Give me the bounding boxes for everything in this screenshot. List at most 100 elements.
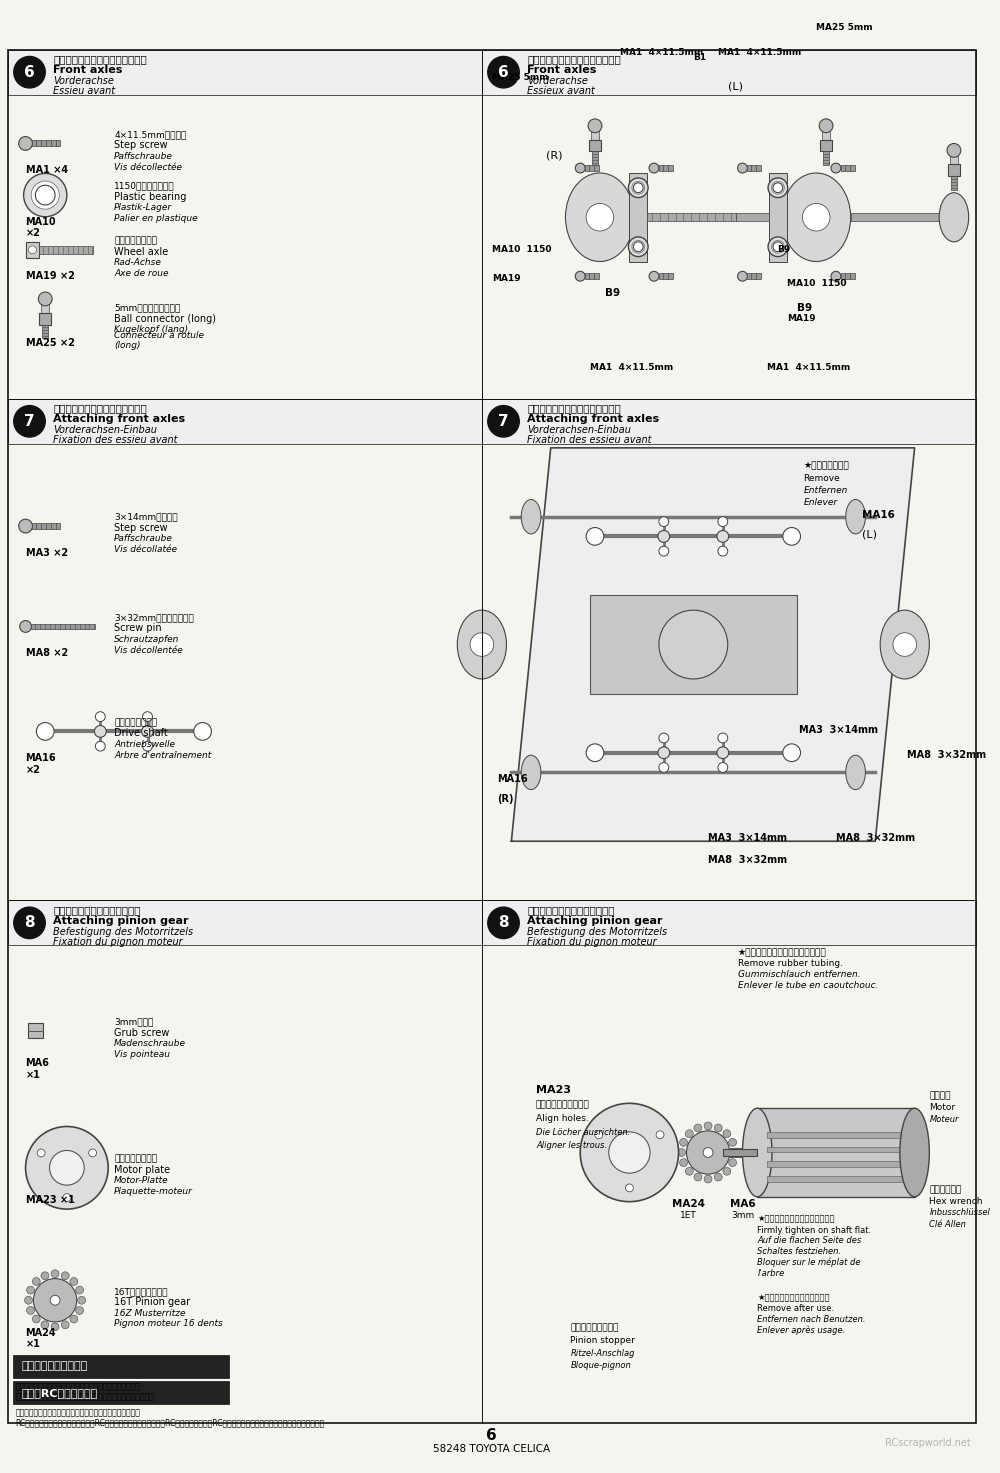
Text: （ピニオンギヤーの取り付け）: （ピニオンギヤーの取り付け） <box>53 906 141 915</box>
Text: Screw pin: Screw pin <box>114 623 162 633</box>
Bar <box>585 274 599 280</box>
Text: MA8  3×32mm: MA8 3×32mm <box>907 750 986 760</box>
Bar <box>951 175 957 190</box>
Circle shape <box>20 620 31 632</box>
Circle shape <box>656 1131 664 1139</box>
Text: タミヤRCガイドブック: タミヤRCガイドブック <box>22 1388 98 1398</box>
Bar <box>41 299 49 315</box>
Circle shape <box>194 723 211 741</box>
Circle shape <box>893 633 917 657</box>
Circle shape <box>717 530 729 542</box>
Text: MA1  4×11.5mm: MA1 4×11.5mm <box>590 362 673 371</box>
Circle shape <box>19 137 32 150</box>
Text: MA8  3×32mm: MA8 3×32mm <box>708 854 787 865</box>
Text: 16Tピニオンギヤー: 16Tピニオンギヤー <box>114 1287 169 1296</box>
Text: Align holes.: Align holes. <box>536 1114 589 1122</box>
Circle shape <box>723 1130 731 1137</box>
Circle shape <box>61 1271 69 1280</box>
Text: Step screw: Step screw <box>114 140 168 150</box>
Circle shape <box>29 246 36 253</box>
Circle shape <box>38 292 52 306</box>
Bar <box>820 140 832 152</box>
Text: （フロントアクスルの取り付け）: （フロントアクスルの取り付け） <box>527 404 621 414</box>
Bar <box>822 125 830 141</box>
Text: MA19: MA19 <box>787 314 815 323</box>
Text: Hex wrench: Hex wrench <box>929 1196 983 1205</box>
Circle shape <box>143 711 152 722</box>
Circle shape <box>32 1277 40 1286</box>
Bar <box>39 312 51 324</box>
Text: Plastic bearing: Plastic bearing <box>114 191 186 202</box>
Text: 8: 8 <box>24 915 35 931</box>
Text: MA1  4×11.5mm: MA1 4×11.5mm <box>620 49 703 57</box>
Bar <box>767 1161 905 1167</box>
Circle shape <box>659 517 669 526</box>
Text: Entfernen: Entfernen <box>803 486 848 495</box>
Circle shape <box>575 164 585 172</box>
Bar <box>8 399 482 443</box>
Circle shape <box>95 741 105 751</box>
Text: Pinion stopper: Pinion stopper <box>570 1336 635 1345</box>
Circle shape <box>680 1159 687 1167</box>
Bar <box>585 165 599 171</box>
Text: Enlever après usage.: Enlever après usage. <box>757 1326 845 1335</box>
Circle shape <box>772 240 784 253</box>
Circle shape <box>63 1193 71 1202</box>
Circle shape <box>633 242 643 252</box>
Text: (L): (L) <box>862 529 877 539</box>
Text: Enlever: Enlever <box>803 498 838 507</box>
Circle shape <box>714 1124 722 1131</box>
Text: 16T Pinion gear: 16T Pinion gear <box>114 1298 190 1307</box>
Circle shape <box>947 143 961 158</box>
Circle shape <box>632 240 645 253</box>
Text: Bloquer sur le méplat de: Bloquer sur le méplat de <box>757 1258 861 1267</box>
Text: Remove rubber tubing.: Remove rubber tubing. <box>738 959 843 968</box>
Circle shape <box>718 517 728 526</box>
Bar <box>592 152 598 165</box>
Circle shape <box>731 1149 739 1156</box>
Bar <box>767 1146 905 1152</box>
Text: MA25 5mm: MA25 5mm <box>492 72 548 81</box>
Circle shape <box>783 527 801 545</box>
Text: Vis décollentée: Vis décollentée <box>114 645 183 654</box>
Text: Drive shaft: Drive shaft <box>114 728 168 738</box>
Text: ホイールアクスル: ホイールアクスル <box>114 237 157 246</box>
Bar <box>589 140 601 152</box>
Circle shape <box>717 747 729 759</box>
Text: Moteur: Moteur <box>929 1115 959 1124</box>
Text: Fixation du pignon moteur: Fixation du pignon moteur <box>53 937 183 947</box>
Bar <box>28 1022 43 1038</box>
Circle shape <box>142 726 153 738</box>
Text: MA16: MA16 <box>862 510 895 520</box>
Ellipse shape <box>846 499 865 533</box>
Bar <box>659 165 673 171</box>
Text: Paffschraube: Paffschraube <box>114 535 173 544</box>
Text: RCの機種やオプションパーツなど、RC関連の情報が盛りだくさん。RCを始める方には、RCの基礎知識が身につく便利なガイドブックです。: RCの機種やオプションパーツなど、RC関連の情報が盛りだくさん。RCを始める方に… <box>16 1418 325 1427</box>
Text: 3mmイモジ: 3mmイモジ <box>114 1018 153 1027</box>
Ellipse shape <box>521 499 541 533</box>
Circle shape <box>470 633 494 657</box>
Circle shape <box>685 1130 693 1137</box>
Text: Connecteur à rotule
(long): Connecteur à rotule (long) <box>114 330 204 351</box>
Text: Bloque-pignon: Bloque-pignon <box>570 1361 631 1370</box>
Circle shape <box>628 178 648 197</box>
Ellipse shape <box>521 756 541 790</box>
Text: Inbusschlüssel: Inbusschlüssel <box>929 1208 990 1217</box>
Text: Antriebswelle: Antriebswelle <box>114 739 175 748</box>
Text: Plaquette-moteur: Plaquette-moteur <box>114 1187 193 1196</box>
Text: B9: B9 <box>777 245 790 253</box>
Circle shape <box>26 1127 108 1209</box>
Bar <box>950 150 958 166</box>
Text: MA16
×2: MA16 ×2 <box>26 753 56 775</box>
Bar <box>767 1131 905 1137</box>
Circle shape <box>704 1175 712 1183</box>
Text: MA10
×2: MA10 ×2 <box>26 217 56 239</box>
Text: （フロントアクスルの組み立て）: （フロントアクスルの組み立て） <box>53 55 147 65</box>
Text: 3×14mm段付ビス: 3×14mm段付ビス <box>114 513 178 521</box>
Circle shape <box>76 1307 84 1314</box>
Text: Vorderachse: Vorderachse <box>53 77 114 85</box>
Text: Enlever le tube en caoutchouc.: Enlever le tube en caoutchouc. <box>738 981 878 990</box>
Text: Axe de roue: Axe de roue <box>114 270 169 278</box>
Bar <box>482 399 976 443</box>
Text: MA24
×1: MA24 ×1 <box>26 1327 56 1349</box>
